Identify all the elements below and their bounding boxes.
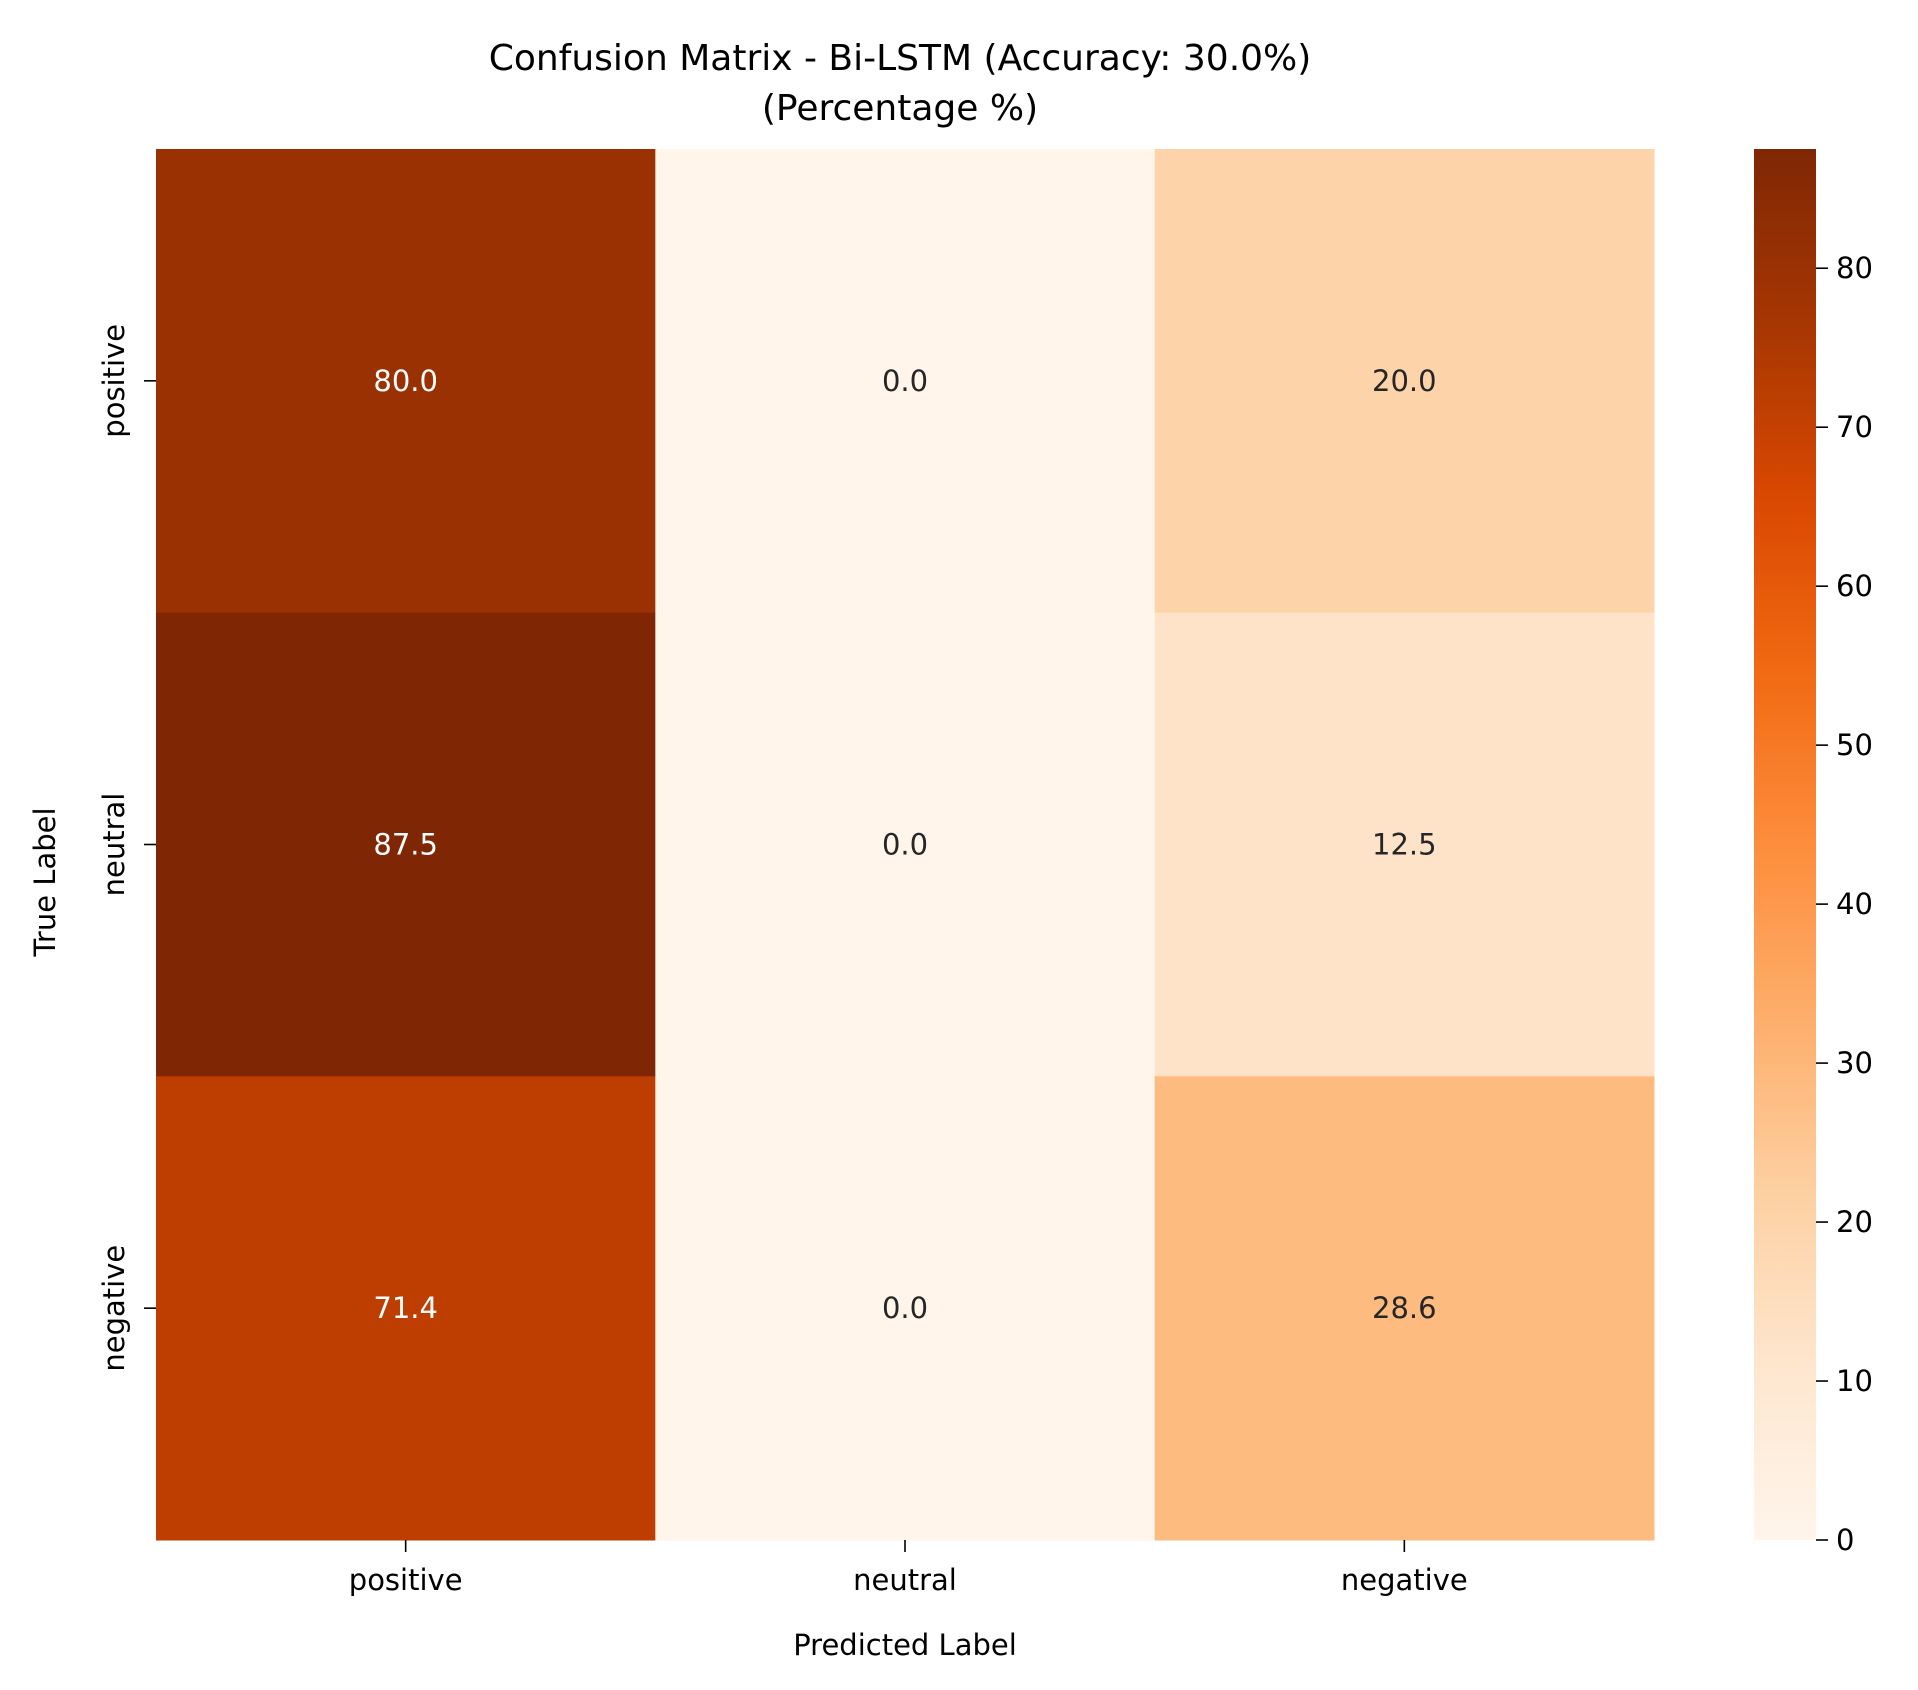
cell-value-label: 0.0	[882, 1291, 928, 1325]
y-tick-label: neutral	[97, 793, 131, 897]
cell-value-label: 12.5	[1372, 828, 1437, 862]
heatmap-cell-neutral-neutral	[655, 612, 1156, 1077]
colorbar-tick-label: 40	[1836, 887, 1873, 921]
colorbar-tick-label: 70	[1836, 410, 1873, 444]
cell-value-label: 20.0	[1372, 364, 1437, 398]
heatmap-cells	[156, 149, 1655, 1541]
y-tick-label: negative	[97, 1245, 131, 1372]
heatmap-cell-labels: 80.0 0.0 20.0 87.5 0.0 12.5 71.4 0.0 28.6	[373, 364, 1436, 1325]
heatmap-cell-positive-negative	[1154, 149, 1655, 614]
x-axis-label: Predicted Label	[793, 1628, 1017, 1662]
colorbar-tick-label: 50	[1836, 728, 1873, 762]
heatmap-cell-negative-positive	[156, 1076, 656, 1541]
colorbar-tick-label: 20	[1836, 1205, 1873, 1239]
heatmap-cell-negative-neutral	[655, 1076, 1156, 1541]
y-axis-label: True Label	[28, 807, 62, 957]
heatmap-cell-neutral-negative	[1154, 612, 1655, 1077]
x-tick-label: positive	[349, 1563, 463, 1597]
colorbar-tick-label: 80	[1836, 251, 1873, 285]
cell-value-label: 80.0	[373, 364, 438, 398]
chart-subtitle: (Percentage %)	[762, 88, 1038, 129]
cell-value-label: 87.5	[373, 828, 438, 862]
x-axis-ticks: positive neutral negative	[349, 1540, 1468, 1597]
colorbar-ticks: 0 10 20 30 40 50 60 70 80	[1816, 251, 1873, 1557]
colorbar-tick-label: 30	[1836, 1046, 1873, 1080]
cell-value-label: 71.4	[373, 1291, 438, 1325]
heatmap-cell-positive-positive	[156, 149, 656, 614]
colorbar-tick-label: 60	[1836, 569, 1873, 603]
heatmap-cell-positive-neutral	[655, 149, 1156, 614]
x-tick-label: neutral	[853, 1563, 957, 1597]
colorbar-tick-label: 0	[1836, 1523, 1854, 1557]
colorbar-tick-label: 10	[1836, 1364, 1873, 1398]
heatmap-cell-negative-negative	[1154, 1076, 1655, 1541]
x-tick-label: negative	[1341, 1563, 1468, 1597]
y-axis-ticks: positive neutral negative	[97, 324, 156, 1372]
cell-value-label: 0.0	[882, 364, 928, 398]
colorbar	[1754, 149, 1816, 1540]
heatmap-cell-neutral-positive	[156, 612, 656, 1077]
cell-value-label: 28.6	[1372, 1291, 1437, 1325]
chart-title: Confusion Matrix - Bi-LSTM (Accuracy: 30…	[489, 38, 1312, 79]
y-tick-label: positive	[97, 324, 131, 438]
cell-value-label: 0.0	[882, 828, 928, 862]
